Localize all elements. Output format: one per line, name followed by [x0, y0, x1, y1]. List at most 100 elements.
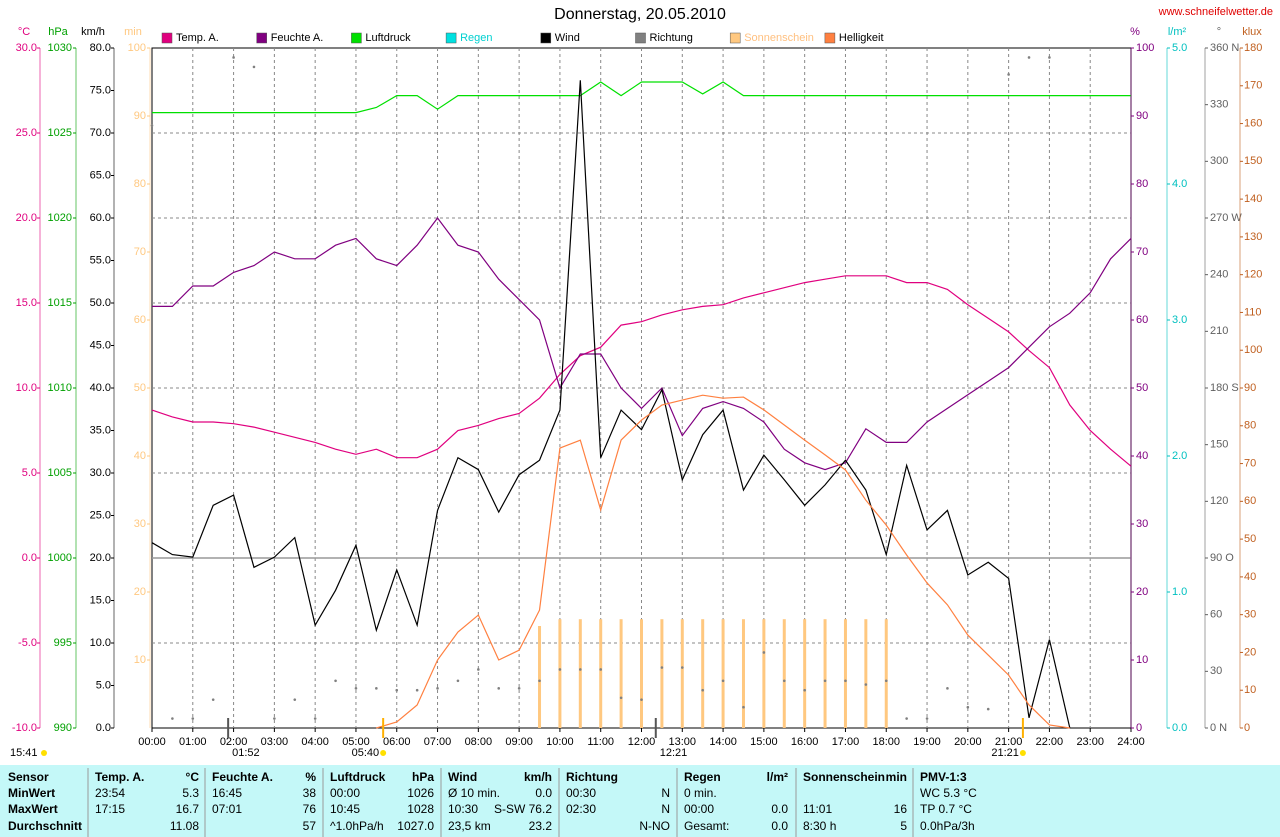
y-tick-label: 10	[134, 654, 146, 666]
x-tick-label: 07:00	[424, 736, 452, 748]
point	[334, 679, 337, 683]
axis-unit: %	[1130, 26, 1140, 38]
x-tick-label: 17:00	[832, 736, 860, 748]
point	[579, 668, 582, 671]
cell-right: 1027.0	[397, 819, 434, 833]
y-tick-label: 180 S	[1210, 382, 1239, 394]
y-tick-label: 20	[1244, 646, 1256, 658]
y-tick-label: 30	[1210, 665, 1222, 677]
group-unit: km/h	[524, 770, 552, 784]
point	[701, 688, 704, 692]
y-tick-label: 90 O	[1210, 552, 1234, 564]
y-tick-label: 20.0	[90, 552, 111, 564]
y-tick-label: 180	[1244, 42, 1262, 54]
point	[680, 666, 684, 669]
axis-unit: l/m²	[1168, 26, 1187, 38]
row-label: Sensor	[8, 770, 49, 784]
y-tick-label: 60	[1210, 609, 1222, 621]
y-tick-label: 30	[1136, 518, 1148, 530]
x-tick-label: 14:00	[709, 736, 737, 748]
x-tick-label: 13:00	[669, 736, 697, 748]
y-tick-label: 4.0	[1172, 178, 1187, 190]
bar	[721, 619, 725, 728]
y-tick-label: 995	[54, 637, 72, 649]
row-label: Durchschnitt	[8, 819, 82, 833]
cell-left: 00:00	[684, 802, 714, 816]
y-tick-label: 60	[1244, 495, 1256, 507]
cell-left: 23,5 km	[448, 819, 491, 833]
group-name: Regen	[684, 770, 721, 784]
cell-left: Ø 10 min.	[448, 786, 500, 800]
group-name: Feuchte A.	[212, 770, 273, 784]
series-layer	[150, 56, 1132, 729]
y-tick-label: -10.0	[12, 722, 37, 734]
y-tick-label: 45.0	[90, 339, 111, 351]
row-label: MaxWert	[8, 802, 58, 816]
y-tick-label: 0.0	[1172, 722, 1187, 734]
x-tick-label: 19:00	[913, 736, 941, 748]
legend-swatch	[161, 32, 173, 44]
cell-left: 10:30	[448, 802, 478, 816]
x-tick-label: 01:00	[179, 736, 207, 748]
y-tick-label: 1.0	[1172, 586, 1187, 598]
y-tick-label: -5.0	[18, 637, 37, 649]
x-tick-label: 21:00	[995, 736, 1023, 748]
point	[538, 679, 541, 683]
y-tick-label: 0	[1244, 722, 1250, 734]
annotation-label: 21:21	[991, 747, 1019, 759]
legend-label: Wind	[555, 32, 580, 44]
x-tick-label: 23:00	[1076, 736, 1104, 748]
axis-unit: °	[1217, 26, 1221, 38]
y-tick-label: 120	[1210, 495, 1228, 507]
point	[844, 679, 847, 683]
cell-left: ^1.0hPa/h	[330, 819, 384, 833]
point	[986, 707, 990, 711]
cell-right: 38	[303, 786, 317, 800]
y-tick-label: 65.0	[90, 169, 111, 181]
y-tick-label: 75.0	[90, 84, 111, 96]
y-tick-label: 25.0	[90, 509, 111, 521]
point	[905, 717, 908, 720]
cell-left: WC 5.3 °C	[920, 786, 977, 800]
cell-right: 11.08	[170, 819, 199, 833]
cell-right: N	[661, 802, 670, 816]
x-tick-label: 18:00	[872, 736, 900, 748]
y-tick-label: 270 W	[1210, 212, 1242, 224]
y-tick-label: 0 N	[1210, 722, 1227, 734]
legend-swatch	[256, 32, 267, 44]
point	[762, 651, 766, 654]
cell-left: 07:01	[212, 802, 242, 816]
annotation-label: 01:52	[232, 747, 260, 759]
y-tick-label: 100	[128, 42, 146, 54]
x-tick-label: 06:00	[383, 736, 411, 748]
legend-swatch	[824, 32, 836, 44]
x-tick-label: 20:00	[954, 736, 982, 748]
y-tick-label: 20	[134, 586, 146, 598]
y-tick-label: 100	[1136, 42, 1154, 54]
y-tick-label: 70.0	[90, 127, 111, 139]
stats-table: Sensor MinWert MaxWert Durchschnitt Temp. A.…	[8, 768, 977, 837]
group-unit: %	[305, 770, 316, 784]
bar	[640, 619, 643, 728]
legend-label: Luftdruck	[365, 32, 411, 44]
row-label: MinWert	[8, 786, 55, 800]
annotation-label: 12:21	[660, 747, 688, 759]
y-tick-label: 1000	[48, 552, 72, 564]
point	[191, 717, 195, 720]
cell-right: 16	[894, 802, 908, 816]
y-tick-label: 0.0	[96, 722, 111, 734]
bar	[741, 619, 745, 728]
y-tick-label: 40	[1136, 450, 1148, 462]
legend-label: Helligkeit	[839, 32, 884, 44]
y-tick-label: 20	[1136, 586, 1148, 598]
y-tick-label: 50	[134, 382, 146, 394]
y-tick-label: 150	[1244, 155, 1262, 167]
y-tick-label: 360 N	[1210, 42, 1239, 54]
point	[171, 717, 174, 720]
point	[517, 687, 521, 690]
y-tick-label: 25.0	[16, 127, 37, 139]
y-tick-label: 40	[1244, 571, 1256, 583]
annotation-label: 15:41	[10, 747, 38, 759]
cell-right: 0.0	[771, 819, 788, 833]
series-line	[151, 80, 1071, 729]
